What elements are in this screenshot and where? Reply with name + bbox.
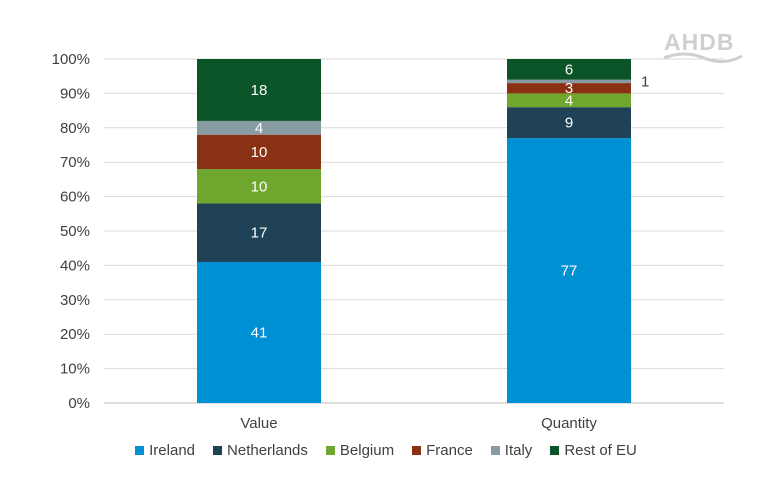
legend-swatch	[550, 446, 560, 455]
y-tick-label: 50%	[60, 223, 90, 240]
legend-swatch	[490, 446, 500, 455]
y-tick-label: 100%	[52, 51, 90, 68]
legend-label: France	[426, 442, 473, 459]
bar-segment-rest-of-eu	[507, 59, 631, 80]
data-label: 1	[641, 73, 649, 90]
legend-swatch	[412, 446, 422, 455]
data-label: 6	[565, 61, 573, 78]
data-label: 9	[565, 115, 573, 132]
y-tick-label: 20%	[60, 326, 90, 343]
legend-item: Netherlands	[213, 442, 308, 459]
bar-segment-ireland	[197, 261, 321, 403]
ahdb-logo-text: AHDB	[664, 29, 734, 55]
legend-label: Ireland	[149, 442, 196, 459]
y-tick-label: 90%	[60, 85, 90, 102]
y-tick-label: 40%	[60, 257, 90, 274]
y-tick-label: 70%	[60, 154, 90, 171]
data-label: 77	[561, 263, 578, 280]
data-label: 18	[251, 82, 268, 99]
legend-swatch	[135, 446, 145, 455]
legend-item: France	[412, 442, 473, 459]
y-tick-label: 60%	[60, 189, 90, 206]
legend-swatch	[325, 446, 335, 455]
x-axis: Value Quantity	[240, 415, 597, 432]
data-label: 17	[251, 225, 268, 242]
x-tick-label: Value	[240, 415, 277, 432]
y-tick-label: 0%	[68, 395, 90, 412]
y-tick-label: 80%	[60, 120, 90, 137]
bar-segment-netherlands	[507, 107, 631, 139]
ahdb-logo: AHDB	[663, 29, 743, 63]
legend-swatch	[213, 446, 223, 455]
bar-segment-belgium	[507, 93, 631, 108]
legend-label: Belgium	[339, 442, 395, 459]
y-tick-label: 10%	[60, 361, 90, 378]
data-label: 3	[565, 80, 573, 97]
legend-label: Rest of EU	[564, 442, 637, 459]
data-label: 10	[251, 144, 268, 161]
bar-segment-italy	[507, 79, 631, 84]
legend-label: Netherlands	[227, 442, 308, 459]
chart-legend: Ireland Netherlands Belgium France Italy Rest…	[0, 442, 772, 459]
data-label: 41	[251, 324, 268, 341]
legend-label: Italy	[504, 442, 533, 459]
data-label: 4	[255, 120, 263, 137]
bar-segment-netherlands	[197, 203, 321, 262]
logo-swoosh	[663, 52, 743, 63]
data-label: 10	[251, 178, 268, 195]
legend-item: Ireland	[135, 442, 195, 459]
y-axis: 0% 10% 20% 30% 40% 50% 60% 70% 80% 90% 100%	[52, 51, 90, 412]
bar-segment-ireland	[507, 138, 631, 403]
bar-segment-rest-of-eu	[197, 59, 321, 121]
legend-item: Italy	[490, 442, 533, 459]
bar-segment-france	[507, 83, 631, 94]
data-label: 4	[565, 92, 573, 109]
bar-segment-france	[197, 134, 321, 170]
legend-item: Rest of EU	[550, 442, 637, 459]
y-tick-label: 30%	[60, 292, 90, 309]
x-tick-label: Quantity	[541, 415, 597, 432]
legend-item: Belgium	[325, 442, 395, 459]
bar-segment-italy	[197, 120, 321, 135]
bar-segment-belgium	[197, 169, 321, 204]
